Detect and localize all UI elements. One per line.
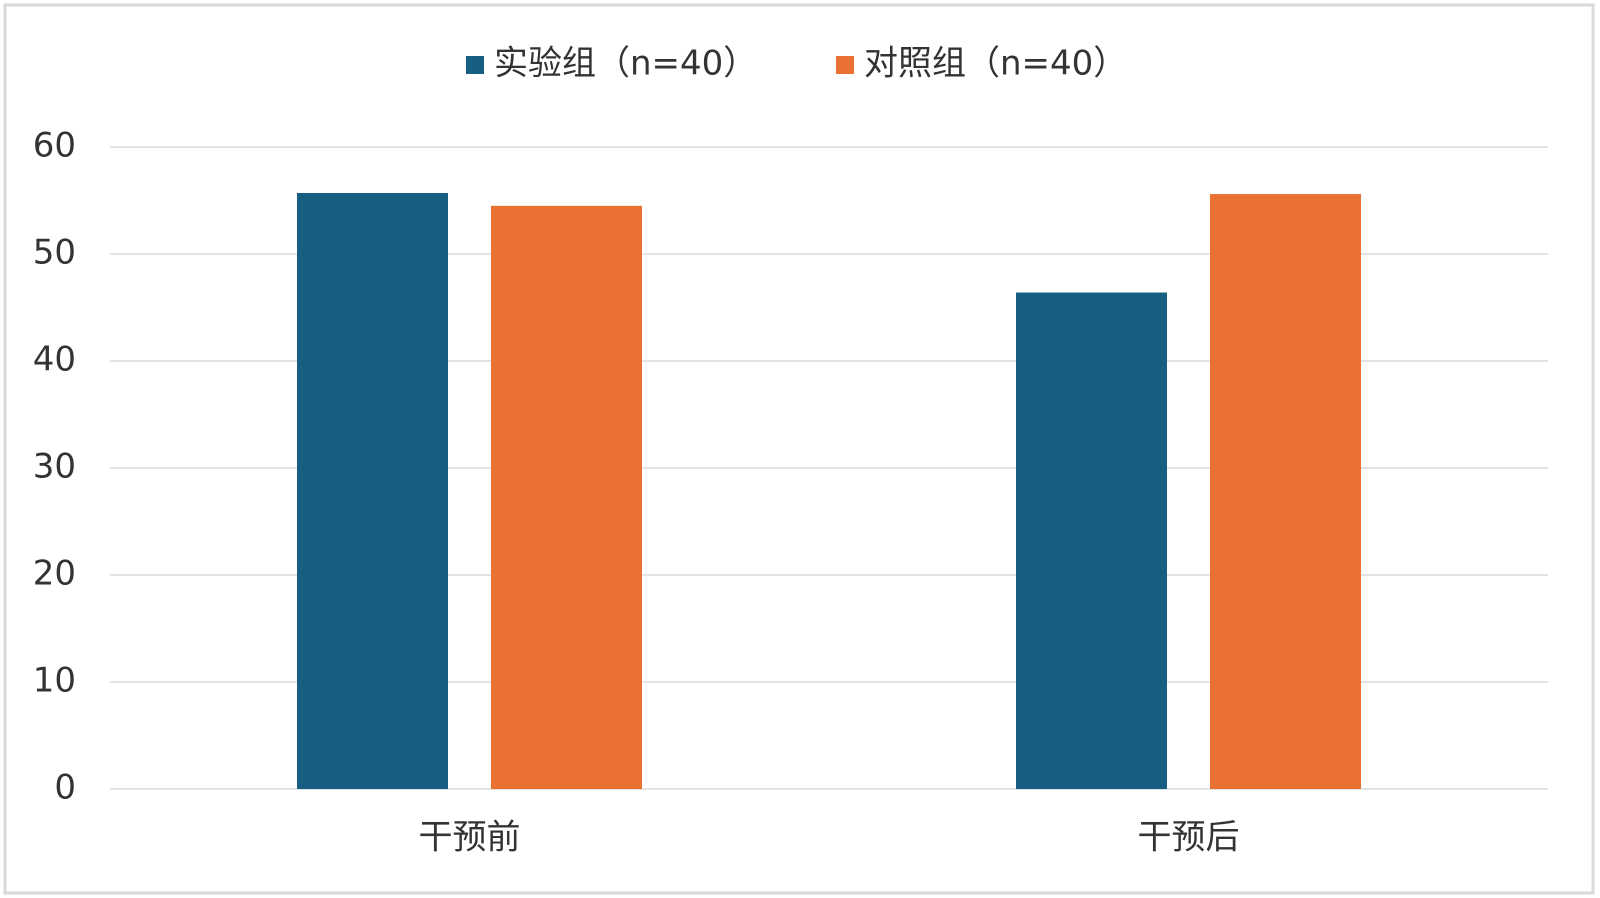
bar xyxy=(1016,292,1167,789)
x-tick-label: 干预前 xyxy=(419,818,521,858)
x-tick-label: 干预后 xyxy=(1138,818,1240,858)
legend-swatch xyxy=(466,56,484,74)
y-tick-label: 30 xyxy=(33,447,76,487)
y-tick-label: 10 xyxy=(33,661,76,701)
y-tick-label: 0 xyxy=(54,768,76,808)
y-tick-label: 50 xyxy=(33,233,76,273)
bar xyxy=(491,205,642,790)
legend-swatch xyxy=(836,56,854,74)
legend-label: 实验组（n=40） xyxy=(494,44,757,84)
y-tick-label: 60 xyxy=(33,126,76,166)
bar xyxy=(297,193,448,789)
bar xyxy=(1210,194,1361,789)
y-tick-label: 20 xyxy=(33,554,76,594)
y-tick-label: 40 xyxy=(33,340,76,380)
legend-label: 对照组（n=40） xyxy=(864,44,1127,84)
